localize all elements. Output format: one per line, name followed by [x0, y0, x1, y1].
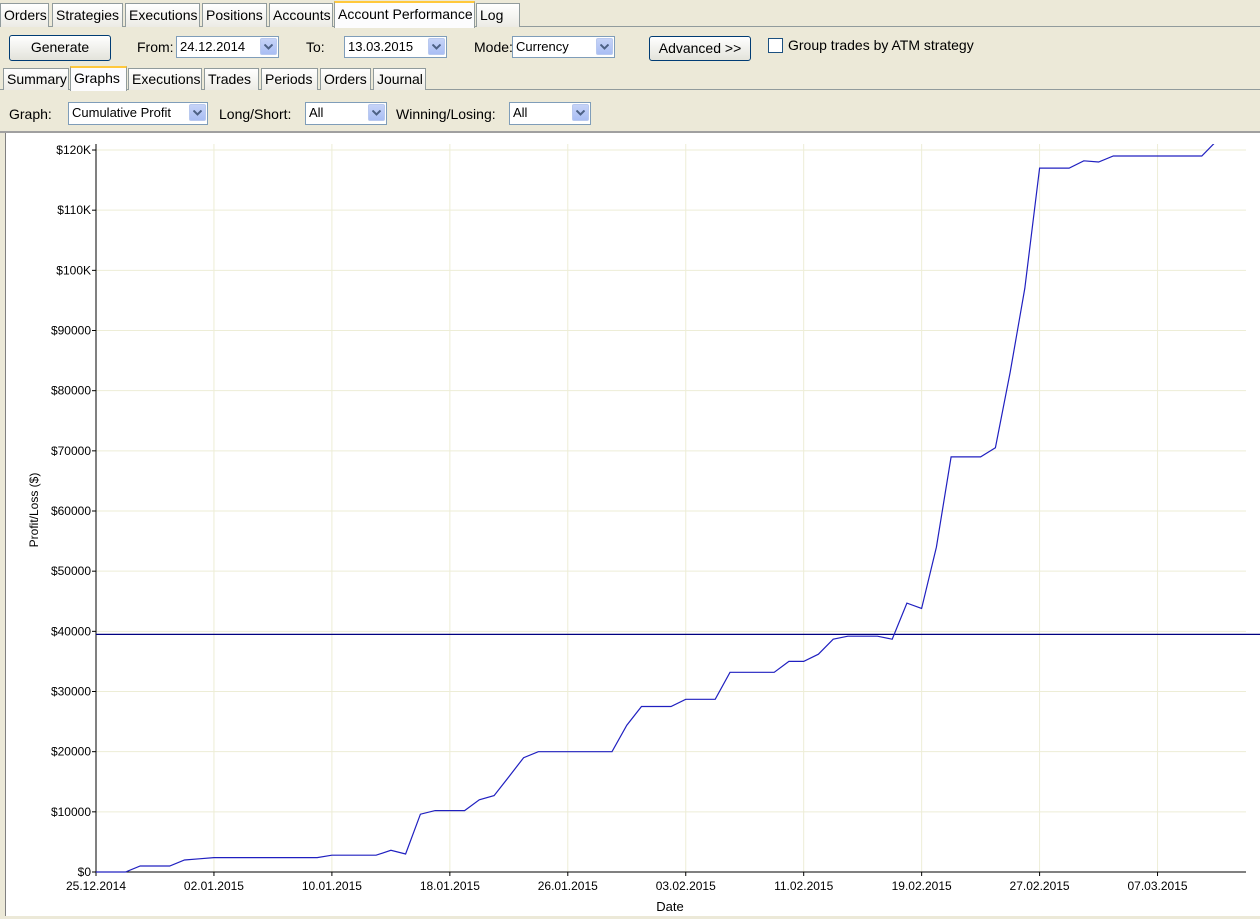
- tab-periods[interactable]: Periods: [261, 68, 318, 90]
- axis-layer: $0 $10000 $20000 $30000 $40000 $50000 $60000 $7…: [51, 143, 1246, 893]
- tab-accounts[interactable]: Accounts: [269, 3, 333, 27]
- chevron-down-icon[interactable]: [428, 38, 445, 55]
- tab-log[interactable]: Log: [476, 3, 520, 27]
- x-tick-label: 11.02.2015: [774, 879, 833, 893]
- x-axis-label: Date: [656, 899, 683, 914]
- long-short-value: All: [309, 105, 324, 120]
- tab-account-performance[interactable]: Account Performance: [334, 1, 475, 28]
- sub-tab-strip: Summary Graphs Executions Trades Periods…: [0, 66, 1260, 91]
- tab-orders-sub[interactable]: Orders: [320, 68, 371, 90]
- tab-graphs[interactable]: Graphs: [70, 66, 127, 91]
- tab-executions-sub[interactable]: Executions: [128, 68, 202, 90]
- y-axis-label: Profit/Loss ($): [27, 473, 41, 548]
- panel-divider: [0, 131, 1260, 133]
- chevron-down-icon[interactable]: [189, 104, 206, 121]
- x-tick-label: 10.01.2015: [302, 879, 362, 893]
- x-tick-label: 02.01.2015: [184, 879, 244, 893]
- y-tick-label: $110K: [57, 203, 91, 217]
- graph-type-select[interactable]: Cumulative Profit: [68, 102, 208, 125]
- long-short-select[interactable]: All: [305, 102, 387, 125]
- cumulative-profit-chart: $0 $10000 $20000 $30000 $40000 $50000 $60000 $7…: [27, 143, 1260, 914]
- tab-trades[interactable]: Trades: [204, 68, 259, 90]
- y-tick-label: $0: [78, 865, 92, 879]
- to-date-value: 13.03.2015: [348, 39, 414, 54]
- x-tick-label: 27.02.2015: [1010, 879, 1070, 893]
- graph-label: Graph:: [9, 106, 52, 122]
- chevron-down-icon[interactable]: [368, 104, 385, 121]
- chevron-down-icon[interactable]: [596, 38, 613, 55]
- y-tick-label: $50000: [51, 564, 91, 578]
- graph-type-value: Cumulative Profit: [72, 105, 171, 120]
- tab-orders[interactable]: Orders: [0, 3, 49, 27]
- x-tick-label: 25.12.2014: [66, 879, 126, 893]
- y-tick-label: $10000: [51, 805, 91, 819]
- y-tick-label: $20000: [51, 745, 91, 759]
- from-date-picker[interactable]: 24.12.2014: [176, 36, 279, 58]
- tab-journal[interactable]: Journal: [373, 68, 426, 90]
- chart-panel: $0 $10000 $20000 $30000 $40000 $50000 $60000 $7…: [5, 133, 1260, 916]
- winning-losing-label: Winning/Losing:: [396, 106, 496, 122]
- cumulative-profit-line: [96, 144, 1215, 873]
- y-tick-label: $70000: [51, 444, 91, 458]
- tab-strategies[interactable]: Strategies: [52, 3, 123, 27]
- to-date-picker[interactable]: 13.03.2015: [344, 36, 447, 58]
- from-label: From:: [137, 39, 174, 55]
- advanced-button[interactable]: Advanced >>: [649, 36, 751, 61]
- to-label: To:: [306, 39, 325, 55]
- group-trades-label: Group trades by ATM strategy: [788, 37, 974, 53]
- y-tick-label: $80000: [51, 384, 91, 398]
- grid-layer: [96, 144, 1246, 872]
- x-tick-label: 07.03.2015: [1128, 879, 1188, 893]
- long-short-label: Long/Short:: [219, 106, 292, 122]
- group-trades-checkbox[interactable]: [768, 38, 783, 53]
- tab-executions[interactable]: Executions: [125, 3, 200, 27]
- winning-losing-value: All: [513, 105, 528, 120]
- y-tick-label: $120K: [56, 143, 91, 157]
- tab-summary[interactable]: Summary: [3, 68, 69, 90]
- chevron-down-icon[interactable]: [572, 104, 589, 121]
- mode-label: Mode:: [474, 39, 513, 55]
- y-tick-label: $90000: [51, 324, 91, 338]
- top-tab-strip: Orders Strategies Executions Positions A…: [0, 0, 1260, 28]
- x-tick-label: 03.02.2015: [656, 879, 716, 893]
- y-tick-label: $30000: [51, 685, 91, 699]
- x-tick-label: 26.01.2015: [538, 879, 598, 893]
- y-tick-label: $40000: [51, 624, 91, 638]
- x-tick-label: 19.02.2015: [892, 879, 952, 893]
- tab-positions[interactable]: Positions: [202, 3, 267, 27]
- winning-losing-select[interactable]: All: [509, 102, 591, 125]
- chevron-down-icon[interactable]: [260, 38, 277, 55]
- x-tick-label: 18.01.2015: [420, 879, 480, 893]
- from-date-value: 24.12.2014: [180, 39, 246, 54]
- generate-button[interactable]: Generate: [9, 35, 111, 61]
- y-tick-label: $60000: [51, 504, 91, 518]
- mode-select[interactable]: Currency: [512, 36, 615, 58]
- mode-value: Currency: [516, 39, 569, 54]
- y-tick-label: $100K: [56, 263, 91, 277]
- mark-layer: [96, 144, 1260, 873]
